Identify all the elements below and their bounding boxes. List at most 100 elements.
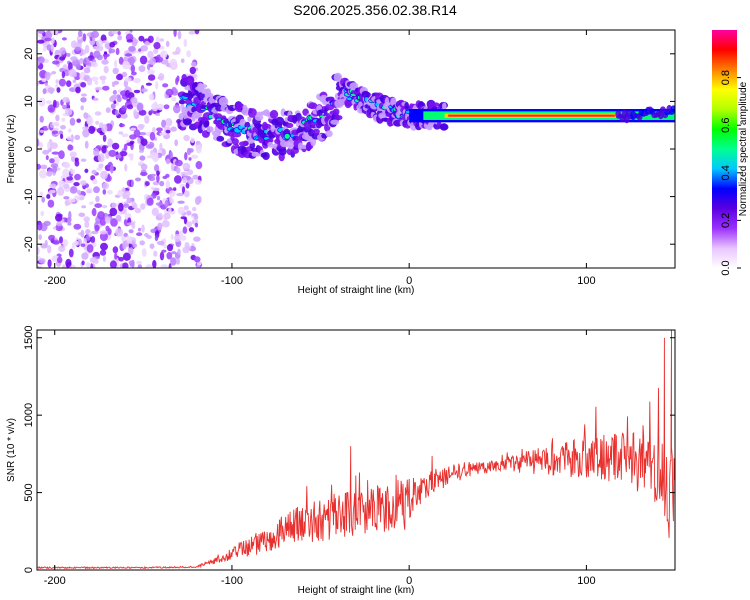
noise-blob: [41, 196, 45, 203]
noise-blob: [149, 131, 156, 141]
noise-blob: [37, 81, 40, 86]
noise-blob: [177, 30, 182, 40]
noise-blob: [115, 47, 120, 56]
noise-blob: [102, 205, 108, 209]
noise-blob: [129, 247, 134, 255]
noise-blob: [159, 142, 163, 151]
noise-blob: [55, 114, 60, 122]
noise-blob: [169, 194, 173, 204]
noise-blob: [125, 89, 130, 98]
colorbar-tick-label: 0.6: [720, 118, 732, 133]
noise-blob: [160, 59, 169, 65]
noise-blob: [62, 64, 68, 70]
noise-blob: [66, 136, 73, 141]
noise-blob: [158, 73, 165, 81]
noise-blob: [62, 96, 70, 103]
noise-blob: [52, 165, 58, 173]
noise-blob: [90, 230, 99, 235]
noise-blob: [137, 137, 141, 145]
noise-blob: [80, 97, 87, 103]
spectrogram-y-ticks: -20 -10 0 10 20: [23, 48, 675, 252]
noise-blob: [138, 65, 146, 72]
colorbar: 0.0 0.2 0.4 0.6 0.8 Normalized spectral ampl…: [712, 30, 749, 276]
noise-blob: [136, 260, 143, 265]
noise-blob: [78, 212, 86, 217]
noise-blob: [147, 74, 156, 81]
noise-blob: [104, 42, 111, 50]
noise-blob: [189, 148, 194, 153]
noise-blob: [131, 38, 138, 47]
noise-blob: [84, 168, 89, 173]
noise-blob: [101, 145, 107, 154]
noise-blob: [67, 222, 72, 226]
noise-blob: [121, 71, 128, 78]
noise-blob: [83, 57, 90, 65]
noise-blob: [38, 258, 46, 264]
noise-blob: [47, 199, 55, 208]
noise-blob: [162, 83, 169, 88]
noise-blob: [42, 46, 47, 52]
noise-blob: [50, 37, 55, 45]
noise-blob: [96, 39, 104, 47]
noise-blob: [108, 31, 112, 36]
noise-blob: [183, 190, 190, 198]
noise-blob: [147, 50, 154, 59]
noise-blob: [139, 240, 145, 246]
noise-blob: [100, 242, 108, 251]
noise-blob: [101, 123, 108, 133]
noise-blob: [137, 227, 142, 232]
noise-blob: [173, 187, 177, 192]
chart-title: S206.2025.356.02.38.R14: [293, 2, 457, 18]
noise-blob: [44, 82, 48, 86]
noise-blob: [171, 96, 177, 102]
noise-blob: [70, 151, 78, 157]
noise-blob: [64, 108, 73, 116]
noise-blob: [180, 171, 188, 177]
noise-blob: [114, 60, 118, 68]
noise-blob: [145, 181, 150, 187]
colorbar-ticks: 0.0 0.2 0.4 0.6 0.8: [720, 70, 741, 276]
noise-blob: [173, 104, 181, 114]
noise-blob: [141, 224, 145, 233]
noise-blob: [47, 259, 52, 268]
noise-blob: [43, 58, 50, 64]
noise-blob: [175, 77, 179, 85]
noise-blob: [124, 163, 128, 172]
noise-blob: [56, 87, 61, 93]
noise-blob: [82, 33, 87, 42]
noise-blob: [52, 99, 57, 108]
colorbar-tick-label: 0.8: [720, 70, 732, 85]
noise-blob: [74, 134, 81, 141]
x-tick-label: 100: [577, 275, 595, 287]
noise-blob: [195, 179, 202, 185]
ridge-blob: [433, 102, 440, 107]
noise-blob: [183, 134, 190, 142]
noise-blob: [103, 51, 108, 55]
noise-blob: [114, 252, 118, 260]
noise-blob: [73, 182, 80, 187]
noise-blob: [61, 71, 66, 79]
noise-blob: [130, 127, 137, 131]
noise-blob: [60, 175, 68, 180]
noise-blob: [145, 264, 153, 268]
x-tick-label: -200: [44, 575, 66, 587]
noise-blob: [135, 177, 141, 182]
noise-blob: [129, 134, 137, 140]
noise-blob: [171, 64, 178, 70]
noise-blob: [56, 256, 63, 264]
noise-blob: [165, 158, 171, 165]
x-tick-label: 0: [406, 275, 412, 287]
x-tick-label: -100: [221, 275, 243, 287]
noise-blob: [107, 138, 113, 148]
noise-blob: [163, 244, 167, 249]
noise-blob: [99, 232, 108, 242]
noise-blob: [138, 35, 145, 42]
noise-blob: [81, 205, 87, 209]
snr-y-ticks: 0 500 1000 1500: [23, 325, 675, 573]
noise-blob: [145, 82, 152, 86]
noise-blob: [73, 223, 82, 230]
noise-blob: [150, 228, 157, 234]
noise-blob: [187, 169, 194, 176]
noise-blob: [59, 236, 63, 244]
